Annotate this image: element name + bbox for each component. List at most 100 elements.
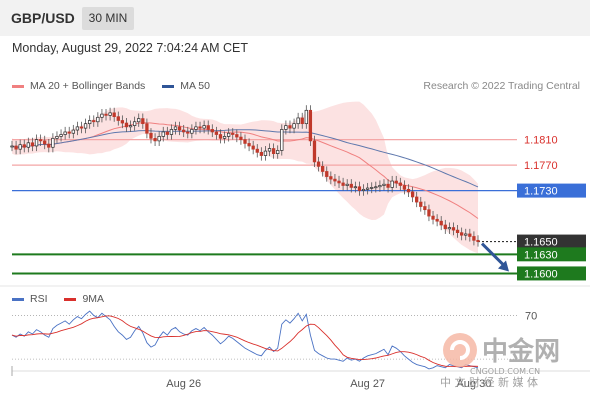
- timeframe-button[interactable]: 30 MIN: [82, 7, 134, 30]
- candle-body: [43, 140, 47, 145]
- level-label-bg: [517, 234, 586, 249]
- legend-9ma-label: 9MA: [82, 293, 105, 305]
- candle-body: [321, 166, 325, 172]
- candle-body: [370, 187, 374, 189]
- candle-body: [14, 145, 18, 150]
- candle-body: [145, 123, 149, 134]
- candle-body: [459, 232, 464, 236]
- candle-body: [210, 129, 214, 133]
- candle-body: [447, 227, 452, 230]
- candle-body: [468, 233, 472, 237]
- candle-body: [177, 126, 182, 131]
- candle-body: [30, 142, 35, 147]
- legend-rsi: RSI: [12, 293, 48, 305]
- candle-body: [423, 206, 427, 211]
- candle-body: [325, 171, 329, 177]
- candle-body: [345, 183, 349, 186]
- watermark-swirl-icon: [450, 340, 470, 360]
- candle-body: [451, 227, 456, 231]
- watermark-brand: 中金网: [482, 336, 560, 367]
- price-legend: MA 20 + Bollinger Bands MA 50: [12, 80, 224, 92]
- candle-body: [161, 131, 165, 137]
- level-label: 1.1600: [524, 268, 558, 280]
- level-label-bg: [517, 183, 586, 198]
- rsi-legend: RSI 9MA: [12, 293, 118, 305]
- candle-body: [255, 148, 259, 153]
- candle-body: [235, 134, 239, 138]
- candle-body: [394, 180, 398, 184]
- candle-body: [120, 120, 125, 124]
- level-label: 1.1630: [524, 249, 558, 261]
- candle-body: [231, 132, 235, 135]
- candle-body: [22, 144, 26, 148]
- candle-body: [251, 145, 255, 150]
- candle-body: [194, 126, 198, 130]
- forecast-arrow-head-icon: [498, 260, 509, 272]
- candle-body: [141, 118, 145, 125]
- rsi-ma9-line: [11, 315, 479, 368]
- legend-ma50-label: MA 50: [180, 80, 210, 92]
- candle-body: [361, 188, 366, 191]
- candle-body: [18, 144, 22, 150]
- candle-body: [390, 180, 394, 188]
- candle-body: [55, 136, 59, 139]
- candle-body: [333, 178, 337, 182]
- level-label: 1.1650: [524, 237, 558, 249]
- candle-body: [476, 239, 480, 242]
- candle-body: [165, 131, 169, 135]
- bollinger-band: [12, 101, 478, 254]
- candle-body: [382, 183, 386, 186]
- watermark-circle-icon: [443, 333, 477, 367]
- candle-body: [173, 126, 178, 130]
- candle-body: [137, 118, 141, 123]
- level-label: 1.1770: [524, 160, 558, 172]
- candle-body: [202, 125, 206, 129]
- candle-body: [222, 136, 227, 139]
- candle-body: [341, 182, 345, 186]
- candle-body: [239, 136, 243, 140]
- candle-body: [190, 129, 194, 134]
- candle-body: [439, 220, 443, 226]
- legend-ma20-label: MA 20 + Bollinger Bands: [30, 80, 146, 92]
- candle-body: [402, 185, 407, 190]
- watermark-logo: 中金网 CNGOLD.COM.CN 中 文 财 经 新 媒 体: [440, 333, 560, 389]
- candle-body: [38, 139, 43, 142]
- legend-ma50-swatch: [162, 84, 175, 88]
- candle-body: [169, 129, 174, 135]
- candle-body: [374, 186, 378, 189]
- watermark-tagline: 中 文 财 经 新 媒 体: [440, 375, 538, 389]
- legend-9ma-swatch: [64, 297, 77, 301]
- candle-body: [59, 134, 63, 137]
- candle-body: [71, 129, 75, 134]
- candle-body: [124, 122, 129, 128]
- candle-body: [108, 112, 112, 116]
- candle-body: [455, 229, 460, 234]
- candle-body: [406, 188, 411, 193]
- candle-body: [243, 139, 247, 144]
- candle-body: [296, 117, 300, 125]
- candle-body: [415, 196, 419, 203]
- candle-body: [386, 183, 390, 188]
- candle-body: [206, 125, 210, 130]
- rsi-line: [11, 310, 479, 370]
- candle-body: [214, 131, 219, 135]
- candle-body: [10, 145, 14, 148]
- candle-body: [410, 191, 415, 198]
- forecast-arrow-icon: [480, 242, 508, 269]
- candle-body: [316, 161, 321, 167]
- candle-body: [182, 129, 186, 133]
- candle-body: [427, 209, 431, 217]
- level-label-bg: [517, 266, 586, 281]
- legend-ma20-bb: MA 20 + Bollinger Bands: [12, 80, 145, 92]
- candle-body: [149, 132, 153, 139]
- candle-body: [226, 132, 231, 137]
- candle-body: [112, 112, 116, 118]
- candle-body: [34, 139, 39, 147]
- legend-ma20-swatch: [12, 84, 24, 88]
- candle-body: [26, 142, 31, 148]
- candle-body: [92, 120, 96, 123]
- candle-body: [116, 116, 120, 121]
- watermark-domain: CNGOLD.COM.CN: [470, 367, 540, 376]
- candle-body: [63, 131, 67, 135]
